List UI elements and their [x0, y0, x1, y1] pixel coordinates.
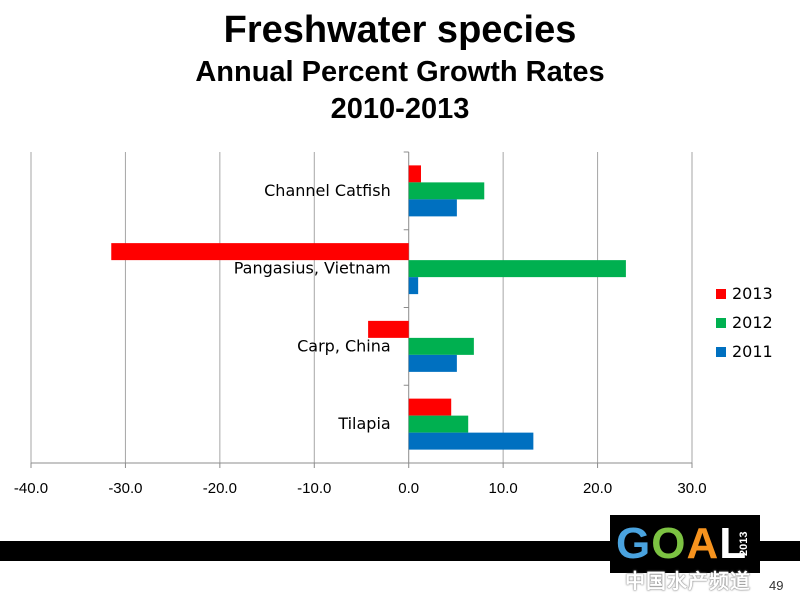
category-label-0: Channel Catfish	[264, 181, 391, 200]
legend-label-2012: 2012	[732, 313, 773, 332]
category-label-2: Carp, China	[297, 336, 391, 355]
legend-swatch-2011	[716, 347, 726, 357]
watermark: 中国水产频道	[625, 571, 751, 593]
legend-label-2013: 2013	[732, 284, 773, 303]
goal-logo-text: GOAL	[616, 519, 748, 568]
bar-2013-3	[408, 398, 452, 416]
category-label-1: Pangasius, Vietnam	[234, 259, 391, 278]
bar-2011-0	[408, 199, 457, 217]
legend-swatch-2013	[716, 289, 726, 299]
goal-logo-year: 2013	[738, 531, 750, 557]
goal-logo: GOAL 2013	[610, 515, 760, 573]
bar-2011-2	[408, 354, 457, 372]
bar-2012-3	[408, 415, 469, 433]
x-tick-label-1: -30.0	[108, 480, 142, 497]
x-tick-label-2: -20.0	[203, 480, 237, 497]
title-line-2: Annual Percent Growth Rates	[195, 56, 605, 88]
page-number: 49	[769, 578, 784, 593]
bar-2012-0	[408, 182, 485, 200]
bar-2012-1	[408, 260, 626, 278]
legend-label-2011: 2011	[732, 342, 773, 361]
x-tick-label-7: 30.0	[677, 480, 706, 497]
bar-2013-0	[408, 165, 421, 183]
title-line-3: 2010-2013	[330, 93, 470, 125]
bar-2011-3	[408, 432, 534, 450]
legend-swatch-2012	[716, 318, 726, 328]
bar-2013-1	[111, 243, 409, 261]
title-line-1: Freshwater species	[223, 9, 577, 51]
x-tick-label-4: 0.0	[398, 480, 419, 497]
x-tick-label-3: -10.0	[297, 480, 331, 497]
x-tick-label-6: 20.0	[583, 480, 612, 497]
bar-2013-2	[368, 320, 409, 338]
x-tick-label-5: 10.0	[489, 480, 518, 497]
bar-2011-1	[408, 277, 419, 295]
slide-title: Freshwater species Annual Percent Growth…	[0, 6, 800, 128]
x-tick-label-0: -40.0	[14, 480, 48, 497]
footer-bar	[0, 541, 800, 561]
bar-2012-2	[408, 337, 474, 355]
category-label-3: Tilapia	[337, 414, 390, 433]
